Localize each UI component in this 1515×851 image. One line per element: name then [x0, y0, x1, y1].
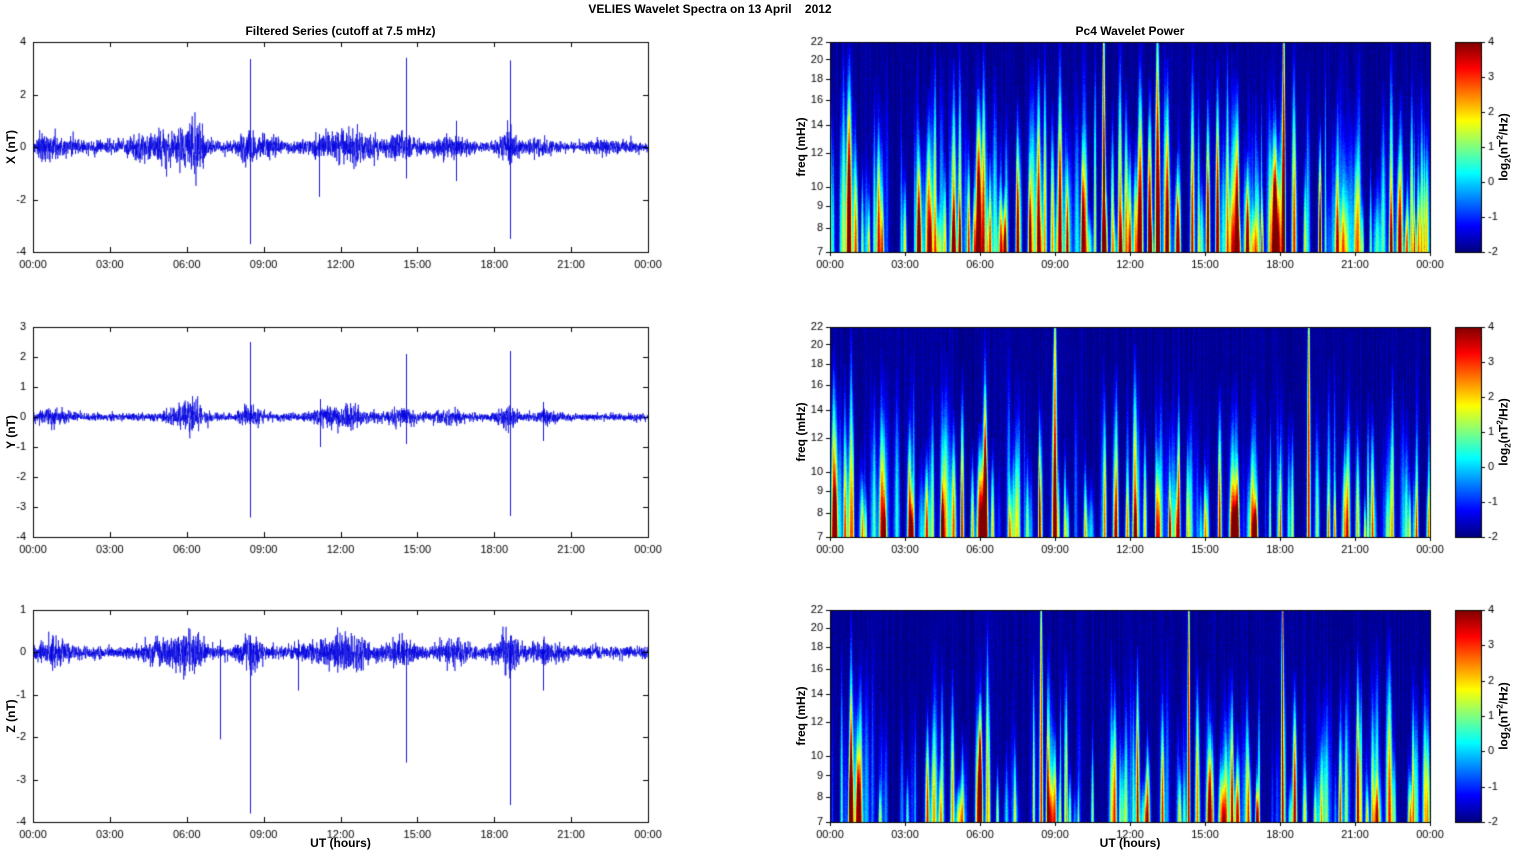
pc4-wavelet-power-z-spectrogram — [795, 600, 1445, 851]
colorbar-y — [1448, 317, 1512, 573]
colorbar-z — [1448, 600, 1512, 851]
pc4-wavelet-power-x-spectrogram — [795, 32, 1445, 288]
colorbar-unit-label-x: log2(nT2/Hz) — [1495, 113, 1513, 181]
colorbar-unit-label-z: log2(nT2/Hz) — [1495, 682, 1513, 750]
pc4-wavelet-power-y-spectrogram — [795, 317, 1445, 573]
x-filtered-series-plot — [0, 32, 663, 288]
z-filtered-series-plot — [0, 600, 663, 851]
colorbar-unit-label-y: log2(nT2/Hz) — [1495, 398, 1513, 466]
colorbar-x — [1448, 32, 1512, 288]
y-filtered-series-plot — [0, 317, 663, 573]
page-title: VELIES Wavelet Spectra on 13 April 2012 — [588, 2, 832, 16]
